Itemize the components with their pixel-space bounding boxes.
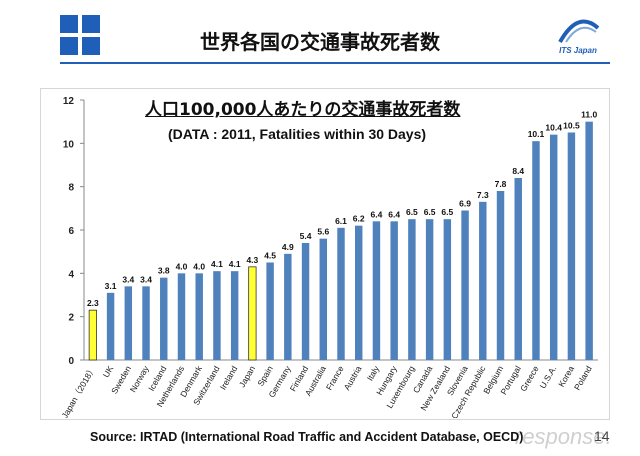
watermark-text: response. <box>515 424 612 449</box>
bar-value-label: 3.4 <box>122 274 134 284</box>
bar <box>319 238 327 360</box>
bar <box>425 219 434 360</box>
bar-value-label: 7.8 <box>495 179 507 189</box>
bar-value-label: 5.6 <box>317 227 329 237</box>
bar-value-label: 5.4 <box>300 231 312 241</box>
bar <box>585 121 593 360</box>
bar <box>390 221 398 360</box>
bar-value-label: 10.5 <box>563 121 580 131</box>
bar-value-label: 6.4 <box>371 209 383 219</box>
bar-value-label: 6.4 <box>388 209 400 219</box>
bar-value-label: 4.1 <box>211 259 223 269</box>
bar-value-label: 7.3 <box>477 190 489 200</box>
chart-frame <box>40 88 610 420</box>
bar-value-label: 8.4 <box>512 166 524 176</box>
bar-value-label: 6.5 <box>441 207 453 217</box>
bar <box>443 219 452 360</box>
bar-value-label: 2.3 <box>87 298 99 308</box>
bar-value-label: 3.8 <box>158 266 170 276</box>
x-category-label: U.S.A. <box>537 364 558 390</box>
bar-value-label: 6.5 <box>424 207 436 217</box>
y-tick-label: 12 <box>63 96 75 107</box>
bar <box>177 273 186 360</box>
x-category-label: Japan <box>237 364 257 389</box>
bar <box>248 266 257 361</box>
brand-text: ITS Japan <box>559 46 597 55</box>
bar <box>230 271 239 360</box>
bar <box>514 178 522 360</box>
bar <box>355 225 363 360</box>
bar-value-label: 6.9 <box>459 199 471 209</box>
bar <box>213 271 221 360</box>
bar <box>301 243 310 360</box>
logo-grid-icon <box>60 15 100 55</box>
chart-title: 人口100,000人あたりの交通事故死者数 <box>145 100 461 120</box>
bar <box>266 262 274 360</box>
bar <box>124 286 133 360</box>
y-tick-label: 0 <box>68 356 74 367</box>
y-tick-label: 8 <box>68 183 74 194</box>
brand-logo: ITS Japan <box>548 14 608 60</box>
bar-value-label: 6.5 <box>406 207 418 217</box>
bar-value-label: 11.0 <box>581 110 597 120</box>
chart-subtitle: (DATA : 2011, Fatalities within 30 Days) <box>168 126 427 142</box>
y-tick-label: 10 <box>63 139 75 150</box>
bar <box>160 277 168 360</box>
y-tick-label: 2 <box>68 313 74 324</box>
bar <box>549 134 558 360</box>
bar <box>337 227 345 360</box>
bar <box>372 221 381 360</box>
bar-value-label: 3.1 <box>105 281 117 291</box>
bar-value-label: 4.0 <box>193 261 205 271</box>
slide-title: 世界各国の交通事故死者数 <box>200 30 440 54</box>
bar-value-label: 10.4 <box>545 123 562 133</box>
bar <box>284 253 292 360</box>
bar-chart: 0246810122.3Japan（2018）3.1UK3.4Sweden3.4… <box>59 96 598 418</box>
x-category-label: Ireland <box>218 364 240 392</box>
bar <box>567 132 576 360</box>
bar <box>195 273 203 360</box>
bar <box>408 219 416 360</box>
bar-value-label: 4.3 <box>246 255 258 265</box>
x-category-label: Italy <box>365 363 382 382</box>
x-category-label: Japan（2018） <box>59 364 97 418</box>
page-number: 14 <box>594 428 610 444</box>
slide-header: 世界各国の交通事故死者数 ITS Japan <box>0 0 640 70</box>
x-category-label: UK <box>101 364 116 380</box>
x-category-label: Austria <box>342 364 364 392</box>
bar-value-label: 6.1 <box>335 216 347 226</box>
bar <box>142 286 150 360</box>
title-rule <box>60 62 610 64</box>
bar-value-label: 3.4 <box>140 274 152 284</box>
bar-value-label: 4.0 <box>176 261 188 271</box>
source-note: Source: IRTAD (International Road Traffi… <box>90 430 524 444</box>
y-tick-label: 6 <box>68 226 74 237</box>
bar-value-label: 4.1 <box>229 259 241 269</box>
bar <box>479 201 487 360</box>
bar <box>88 309 97 361</box>
bar <box>106 292 115 360</box>
bar <box>532 141 540 360</box>
bar-value-label: 6.2 <box>353 214 365 224</box>
bar <box>496 191 505 360</box>
brand-arc-icon <box>558 19 600 44</box>
y-tick-label: 4 <box>68 269 74 280</box>
bar <box>461 210 469 360</box>
x-category-label: Poland <box>572 364 594 392</box>
bar-value-label: 4.9 <box>282 242 294 252</box>
bar-value-label: 10.1 <box>528 129 545 139</box>
bar-value-label: 4.5 <box>264 251 276 261</box>
